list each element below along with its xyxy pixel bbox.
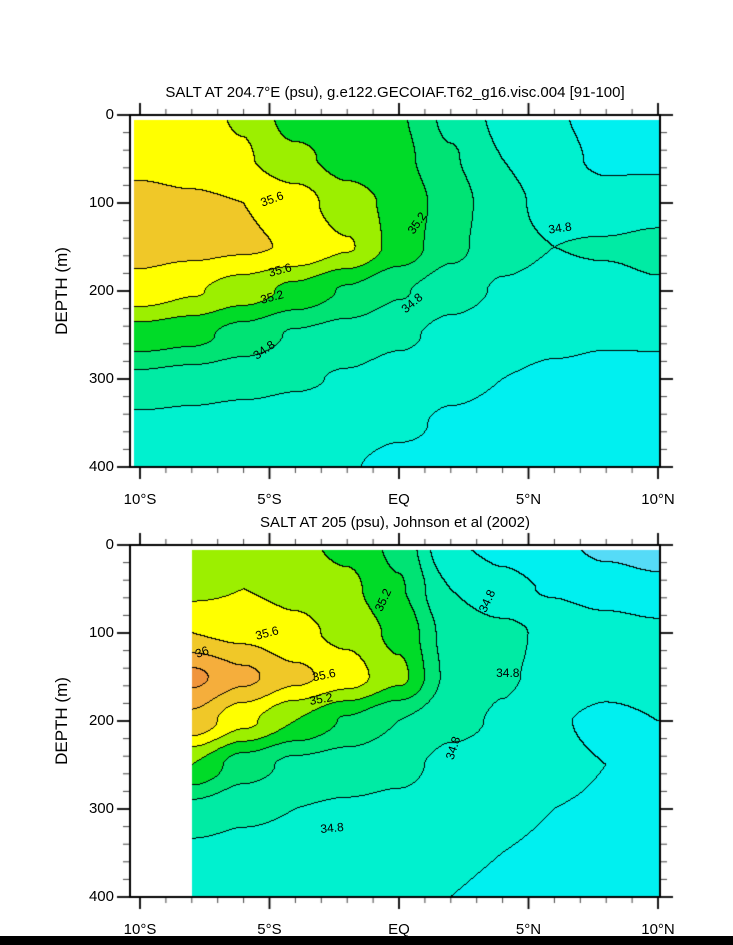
contour-label: 34.8	[250, 337, 278, 363]
y-tick-label: 400	[88, 888, 114, 905]
contour-label: 35.2	[372, 586, 395, 614]
y-tick-label: 200	[88, 282, 114, 299]
contour-label: 34.8	[319, 820, 344, 837]
contour-label: 34.8	[443, 734, 464, 762]
panel1-title: SALT AT 204.7°E (psu), g.e122.GECOIAF.T6…	[165, 84, 625, 101]
y-tick-label: 0	[105, 536, 114, 553]
contour-label: 35.2	[258, 287, 286, 307]
x-tick-label: 5°N	[515, 921, 542, 938]
contour-label: 35.6	[258, 188, 286, 211]
contour-label: 35.2	[404, 209, 430, 237]
x-tick-label: 10°N	[641, 921, 675, 938]
contour-label: 35.6	[266, 260, 293, 280]
contour-label: 34.8	[547, 219, 573, 237]
panel2-title: SALT AT 205 (psu), Johnson et al (2002)	[260, 514, 530, 531]
contour-label: 34.8	[496, 665, 520, 680]
y-tick-label: 100	[88, 194, 114, 211]
x-tick-label: 10°S	[123, 491, 157, 508]
contour-label: 34.8	[475, 587, 499, 615]
y-tick-label: 200	[88, 712, 114, 729]
y-tick-label: 0	[105, 106, 114, 123]
contour-label: 35.2	[308, 690, 335, 708]
x-tick-label: 5°S	[257, 921, 282, 938]
contour-label: 34.8	[398, 290, 426, 317]
bottom-black-bar	[0, 936, 733, 945]
contour-label: 35.6	[253, 623, 280, 643]
x-tick-label: EQ	[388, 921, 410, 938]
contour-label: 36	[193, 643, 211, 662]
x-tick-label: 10°N	[641, 491, 675, 508]
x-tick-label: 5°S	[257, 491, 282, 508]
y-tick-label: 100	[88, 624, 114, 641]
contour-label: 35.6	[310, 665, 337, 685]
y-tick-label: 400	[88, 458, 114, 475]
x-tick-label: 5°N	[515, 491, 542, 508]
x-tick-label: 10°S	[123, 921, 157, 938]
y-tick-label: 300	[88, 800, 114, 817]
x-tick-label: EQ	[388, 491, 410, 508]
y-tick-label: 300	[88, 370, 114, 387]
